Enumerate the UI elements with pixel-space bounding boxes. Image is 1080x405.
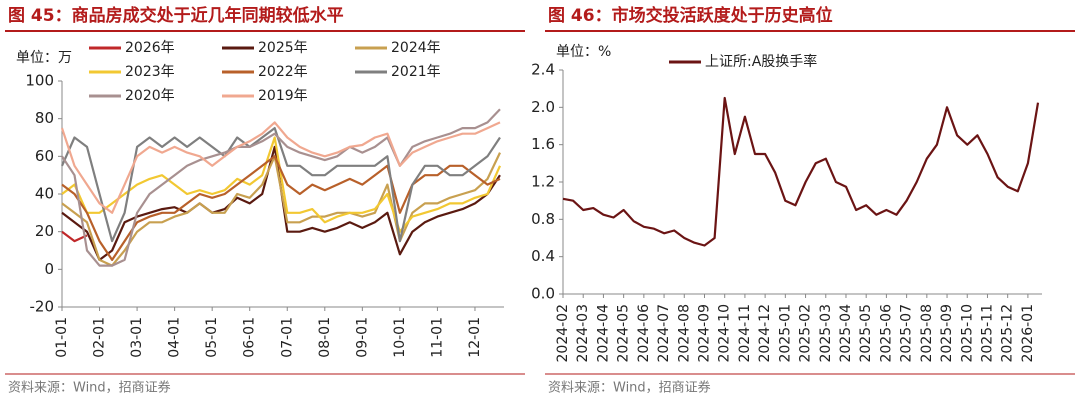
y-tick-label: 1.6 [531, 135, 555, 153]
y-tick-label: 0.4 [531, 247, 555, 265]
x-tick-label: 06-01 [242, 317, 258, 358]
y-tick-label: -20 [30, 298, 55, 316]
y-tick-label: 0.8 [531, 210, 555, 228]
legend-label: 2020年 [125, 88, 175, 104]
y-tick-label: 2.0 [531, 98, 555, 116]
x-tick-label: 2025-07 [899, 304, 915, 363]
unit-label: 单位：% [556, 44, 611, 60]
x-tick-label: 2025-02 [798, 304, 814, 363]
x-tick-label: 2025-08 [919, 304, 935, 363]
y-tick-label: 20 [35, 222, 54, 240]
x-tick-label: 2025-05 [858, 304, 874, 363]
x-tick-label: 10-01 [392, 317, 408, 358]
x-tick-label: 2024-03 [575, 304, 591, 363]
x-tick-label: 02-01 [92, 317, 108, 358]
y-tick-label: 100 [25, 72, 54, 90]
x-tick-label: 11-01 [429, 317, 445, 358]
x-tick-label: 2024-05 [616, 304, 632, 363]
x-tick-label: 2025-10 [959, 304, 975, 363]
x-tick-label: 05-01 [204, 317, 220, 358]
series-line [60, 121, 501, 214]
legend-label: 2019年 [258, 88, 308, 104]
legend-label: 2025年 [258, 40, 308, 56]
series-line [61, 152, 501, 267]
series-line [61, 155, 501, 261]
unit-label: 单位：万 [16, 50, 72, 66]
x-tick-label: 2024-02 [555, 304, 571, 363]
x-tick-label: 2024-04 [595, 304, 611, 363]
x-tick-label: 2024-11 [737, 304, 753, 363]
x-tick-label: 2024-09 [696, 304, 712, 363]
x-tick-label: 2026-01 [1020, 304, 1036, 363]
legend-label: 2023年 [125, 64, 175, 80]
series-line [60, 127, 501, 243]
x-tick-label: 01-01 [54, 317, 70, 358]
x-tick-label: 03-01 [129, 317, 145, 358]
x-tick-label: 09-01 [354, 317, 370, 358]
source: 资料来源：Wind，招商证券 [8, 380, 171, 396]
legend-label: 上证所:A股换手率 [705, 53, 817, 70]
y-tick-label: 1.2 [531, 173, 555, 191]
series-line [61, 108, 501, 267]
x-tick-label: 2024-07 [656, 304, 672, 363]
source: 资料来源：Wind，招商证券 [548, 380, 711, 396]
y-tick-label: 0 [44, 260, 54, 278]
series-line [562, 96, 1040, 247]
x-tick-label: 2024-06 [636, 304, 652, 363]
x-tick-label: 04-01 [167, 317, 183, 358]
x-tick-label: 2025-09 [939, 304, 955, 363]
x-tick-label: 07-01 [279, 317, 295, 358]
legend-label: 2022年 [258, 64, 308, 80]
x-tick-label: 2024-08 [676, 304, 692, 363]
x-tick-label: 2025-11 [979, 304, 995, 363]
x-tick-label: 2025-03 [818, 304, 834, 363]
x-tick-label: 2025-12 [1000, 304, 1016, 363]
y-tick-label: 40 [35, 185, 54, 203]
y-tick-label: 80 [35, 109, 54, 127]
chart-title: 图 46：市场交投活跃度处于历史高位 [548, 5, 833, 26]
y-tick-label: 60 [35, 147, 54, 165]
legend-label: 2021年 [391, 64, 441, 80]
chart-title: 图 45：商品房成交处于近几年同期较低水平 [8, 5, 344, 26]
series-line [61, 136, 502, 233]
legend-label: 2024年 [391, 40, 441, 56]
x-tick-label: 2025-06 [878, 304, 894, 363]
legend-label: 2026年 [125, 40, 175, 56]
x-tick-label: 08-01 [317, 317, 333, 358]
x-tick-label: 2025-01 [777, 304, 793, 363]
x-tick-label: 2024-10 [717, 304, 733, 363]
series-line [61, 230, 88, 243]
x-tick-label: 2025-04 [838, 304, 854, 363]
x-tick-label: 12-01 [467, 317, 483, 358]
y-tick-label: 2.4 [531, 61, 555, 79]
y-tick-label: 0.0 [531, 285, 555, 303]
x-tick-label: 2024-12 [757, 304, 773, 363]
